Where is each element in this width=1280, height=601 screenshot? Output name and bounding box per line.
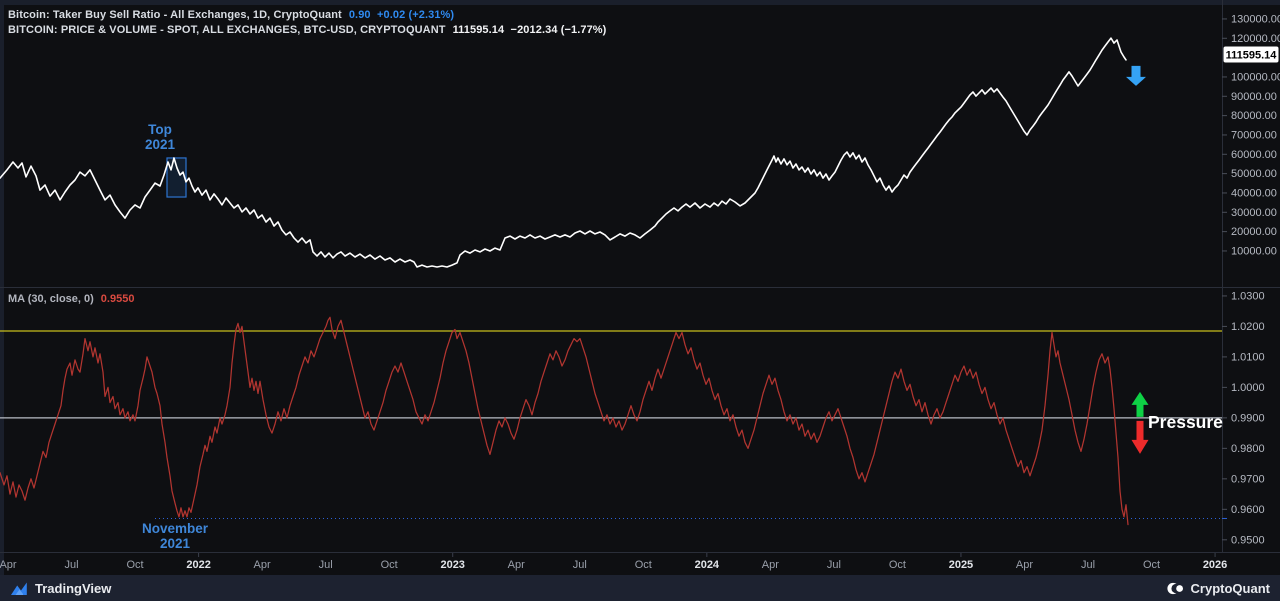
axis-label: 1.0200 [1231, 321, 1265, 333]
axis-label: 20000.00 [1231, 226, 1277, 238]
axis-label: Jul [319, 559, 333, 571]
axis-label: 130000.00 [1231, 13, 1280, 25]
axis-label: 2023 [440, 559, 464, 571]
axis-label: Oct [381, 559, 398, 571]
axis-label: 2025 [949, 559, 973, 571]
axis-label: 1.0300 [1231, 290, 1265, 302]
axis-label: 0.9700 [1231, 473, 1265, 485]
axis-label: 70000.00 [1231, 129, 1277, 141]
ma-legend-value: 0.9550 [100, 293, 135, 305]
axis-label: Apr [254, 559, 271, 571]
november-2021-line2: 2021 [159, 536, 191, 551]
top-edge-strip [0, 0, 1280, 5]
axis-label: Jul [1081, 559, 1095, 571]
axis-label: 90000.00 [1231, 91, 1277, 103]
axis-label: 2022 [186, 559, 210, 571]
axis-label: Oct [126, 559, 143, 571]
blue-down-arrow-icon [1126, 65, 1146, 86]
ma-legend-label: MA (30, close, 0) [8, 293, 94, 305]
top-2021-line1: Top [148, 122, 172, 137]
axis-label: 0.9500 [1231, 534, 1265, 546]
axis-label: 120000.00 [1231, 33, 1280, 45]
cryptoquant-label: CryptoQuant [1190, 580, 1270, 596]
axis-label: 1.0000 [1231, 382, 1265, 394]
green-up-arrow-icon [1131, 391, 1149, 417]
axis-label: 60000.00 [1231, 149, 1277, 161]
symbol-title-text: Bitcoin: Taker Buy Sell Ratio - All Exch… [8, 9, 342, 21]
axis-label: Apr [508, 559, 525, 571]
btc-price-line [0, 37, 1127, 268]
symbol-title-values: 0.90 +0.02 (+2.31%) [348, 9, 455, 21]
taker-ratio-line [0, 316, 1129, 526]
axis-label: 0.9900 [1231, 412, 1265, 424]
axis-label: Apr [762, 559, 779, 571]
axis-label: 10000.00 [1231, 245, 1277, 257]
footer-bar: TradingView CryptoQuant [0, 575, 1280, 601]
november-2021-line1: November [141, 521, 209, 536]
axis-label: 100000.00 [1231, 71, 1280, 83]
axis-label: 2024 [695, 559, 720, 571]
cryptoquant-icon [1166, 582, 1183, 594]
top-2021-line2: 2021 [144, 137, 176, 152]
axis-label: Jul [64, 559, 78, 571]
axis-label: Jul [573, 559, 587, 571]
axis-label: Oct [889, 559, 906, 571]
axis-label: Apr [1016, 559, 1033, 571]
tradingview-brand[interactable]: TradingView [10, 581, 111, 596]
red-down-arrow-icon [1131, 420, 1149, 454]
axis-label: 50000.00 [1231, 168, 1277, 180]
tradingview-icon [11, 582, 27, 595]
axis-label: Oct [1143, 559, 1160, 571]
axis-label: Apr [0, 559, 17, 571]
axis-label: 40000.00 [1231, 187, 1277, 199]
symbol-title[interactable]: Bitcoin: Taker Buy Sell Ratio - All Exch… [8, 9, 454, 21]
axis-label: 0.9800 [1231, 443, 1265, 455]
axis-label: 111595.14 [1226, 49, 1278, 61]
axis-label: 80000.00 [1231, 110, 1277, 122]
axis-label: 30000.00 [1231, 207, 1277, 219]
axis-label: 1.0100 [1231, 351, 1265, 363]
ma-legend[interactable]: MA (30, close, 0) 0.9550 [8, 293, 134, 305]
cryptoquant-brand[interactable]: CryptoQuant [1166, 580, 1270, 596]
november-2021-annotation: November 2021 [131, 521, 219, 551]
axis-label: Oct [635, 559, 652, 571]
axis-label: Jul [827, 559, 841, 571]
price-series-title-text: BITCOIN: PRICE & VOLUME - SPOT, ALL EXCH… [8, 24, 446, 36]
axis-label: 0.9600 [1231, 504, 1265, 516]
pressure-label: Pressure [1148, 412, 1223, 432]
tradingview-label: TradingView [35, 580, 112, 596]
axis-label: 2026 [1203, 559, 1227, 571]
top-2021-annotation: Top 2021 [138, 122, 182, 152]
last-price-tag [1223, 46, 1279, 63]
price-series-title[interactable]: BITCOIN: PRICE & VOLUME - SPOT, ALL EXCH… [8, 24, 606, 36]
price-series-values: 111595.14 −2012.34 (−1.77%) [452, 24, 607, 36]
price-ratio-chart-canvas[interactable]: 130000.00 120000.00 100000.00 90000.00 80000… [0, 0, 1280, 575]
